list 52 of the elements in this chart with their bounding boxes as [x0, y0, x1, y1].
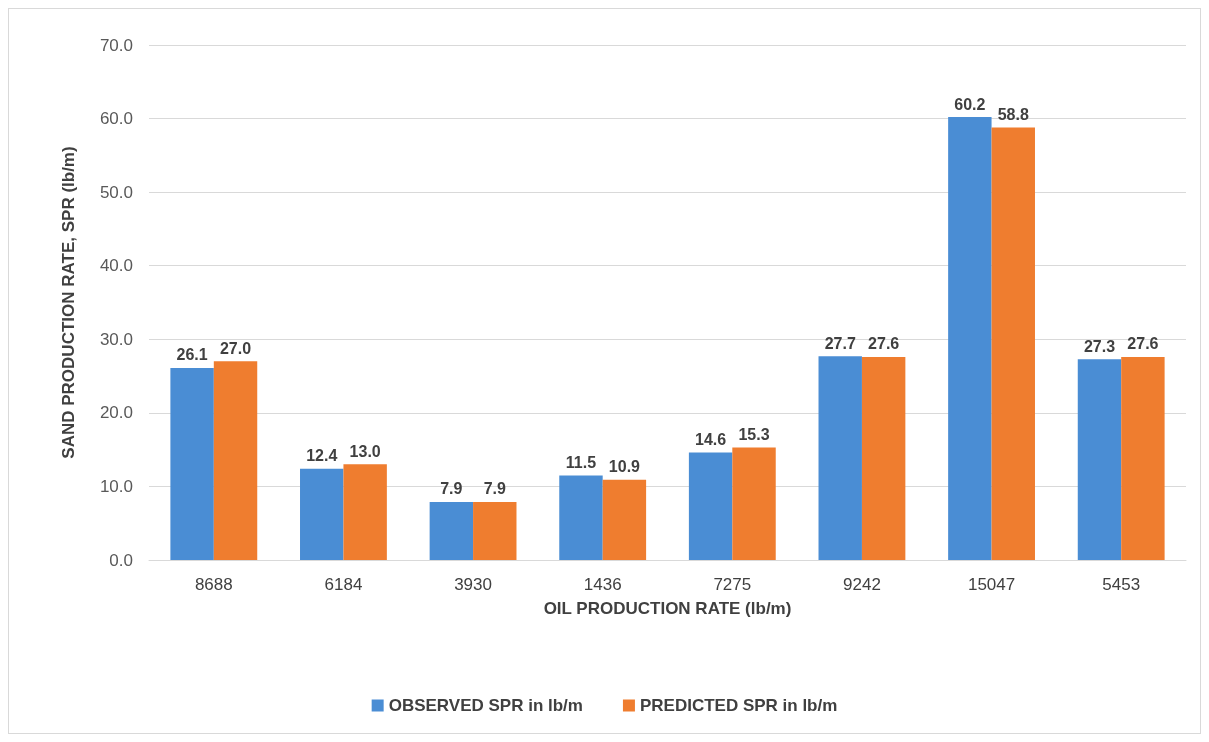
y-tick-label: 70.0 — [99, 35, 133, 55]
bar — [213, 361, 258, 560]
data-label: 58.8 — [997, 105, 1029, 123]
bar — [300, 468, 344, 560]
x-tick-label: 5453 — [1102, 575, 1141, 594]
legend-label: OBSERVED SPR in lb/m — [388, 696, 583, 715]
data-label: 11.5 — [565, 453, 597, 471]
y-tick-label: 20.0 — [99, 403, 133, 423]
y-tick-label: 60.0 — [99, 109, 133, 129]
bar — [861, 356, 906, 560]
bar — [559, 475, 603, 560]
data-label: 27.6 — [868, 335, 900, 353]
data-label: 14.6 — [695, 431, 727, 449]
bar — [429, 501, 474, 560]
x-axis-title: OIL PRODUCTION RATE (lb/m) — [543, 599, 792, 618]
y-tick-label: 50.0 — [99, 182, 133, 202]
x-tick-label: 9242 — [843, 575, 881, 594]
bar — [732, 447, 776, 560]
data-label: 60.2 — [954, 95, 986, 113]
data-label: 27.6 — [1127, 335, 1159, 353]
y-tick-label: 40.0 — [99, 256, 133, 276]
bar — [602, 479, 647, 560]
data-label: 27.0 — [219, 339, 252, 357]
y-tick-label: 10.0 — [99, 476, 133, 496]
y-tick-label: 30.0 — [99, 329, 133, 349]
bar — [688, 452, 733, 560]
y-tick-label: 0.0 — [109, 550, 133, 570]
x-tick-label: 15047 — [967, 575, 1016, 594]
data-label: 27.7 — [824, 334, 856, 352]
x-tick-label: 7275 — [713, 575, 752, 594]
data-label: 27.3 — [1083, 337, 1116, 355]
data-label: 12.4 — [306, 447, 338, 465]
x-tick-label: 3930 — [454, 575, 492, 594]
bar — [343, 464, 387, 560]
data-label: 13.0 — [349, 442, 381, 460]
legend-label: PREDICTED SPR in lb/m — [639, 696, 838, 715]
bar — [473, 501, 517, 560]
bar — [948, 117, 992, 560]
bar — [170, 367, 214, 560]
x-tick-label: 1436 — [583, 575, 622, 594]
data-label: 10.9 — [608, 458, 641, 476]
bar — [991, 127, 1035, 560]
data-label: 7.9 — [483, 480, 506, 498]
data-label: 7.9 — [440, 480, 463, 498]
data-label: 26.1 — [176, 346, 208, 364]
bar — [818, 356, 862, 560]
x-tick-label: 6184 — [324, 575, 363, 594]
y-axis-title: SAND PRODUCTION RATE, SPR (lb/m) — [59, 146, 78, 459]
bar — [1121, 356, 1165, 560]
bar — [1077, 359, 1122, 560]
x-tick-label: 8688 — [194, 575, 233, 594]
data-label: 15.3 — [738, 425, 770, 443]
